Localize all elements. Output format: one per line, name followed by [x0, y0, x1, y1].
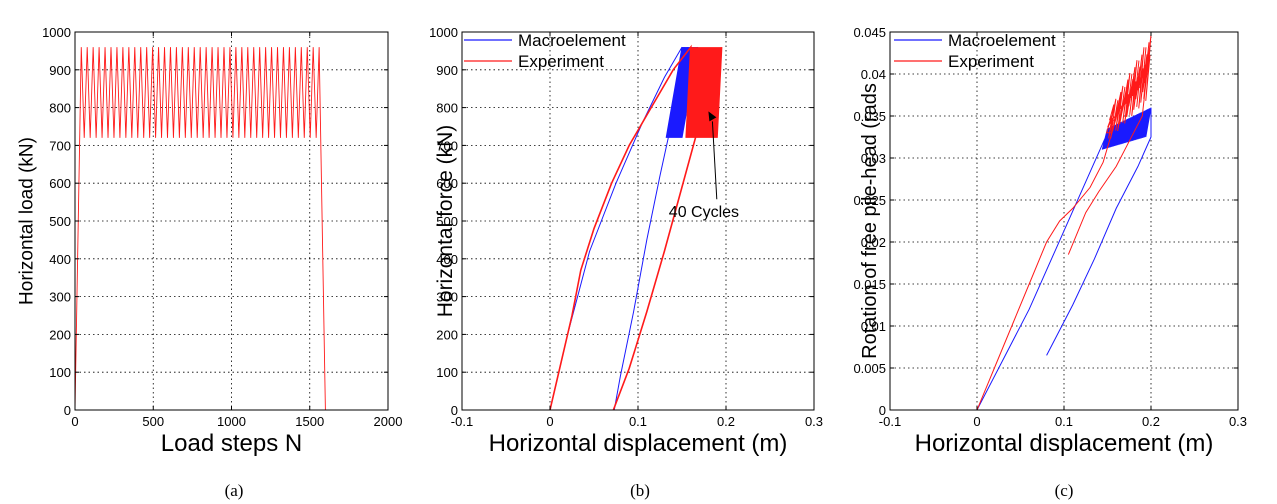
series-group [75, 47, 326, 410]
y-tick-label: 800 [49, 101, 71, 116]
x-tick-label: -0.1 [879, 414, 901, 429]
y-tick-label: 0.02 [861, 235, 886, 250]
series-line-experiment [549, 44, 723, 410]
y-tick-label: 0.035 [853, 109, 886, 124]
y-tick-label: 0.03 [861, 151, 886, 166]
x-tick-label: 0.2 [717, 414, 735, 429]
y-tick-label: 900 [49, 63, 71, 78]
x-tick-label: 0.1 [629, 414, 647, 429]
y-tick-label: 0 [879, 403, 886, 418]
x-tick-label: 0.1 [1055, 414, 1073, 429]
y-tick-label: 0 [451, 403, 458, 418]
y-tick-label: 500 [436, 214, 458, 229]
annotation-arrowhead [708, 111, 717, 122]
panel-c: -0.1 0 0.1 0.2 0.300.0050.010.0150.020.0250.… [853, 25, 1247, 500]
legend: Macroelement Experiment [894, 31, 1056, 71]
series-group [976, 34, 1152, 410]
panel-caption: (b) [630, 481, 650, 500]
x-tick-label: 0.3 [1229, 414, 1247, 429]
x-tick-label: 0 [71, 414, 78, 429]
y-tick-label: 300 [49, 290, 71, 305]
y-tick-label: 100 [49, 365, 71, 380]
y-tick-label: 300 [436, 290, 458, 305]
y-tick-label: 0.005 [853, 361, 886, 376]
x-tick-label: 0 [546, 414, 553, 429]
panel-a: 0 500 1000 1500 2000 0 100 200 300 400 500 600 700 80… [16, 25, 402, 500]
y-axis-label: Horizontal force (kN) [434, 125, 457, 318]
annotation-arrow [711, 121, 718, 200]
y-tick-label: 900 [436, 63, 458, 78]
annotation: 40 Cycles [669, 111, 739, 221]
series-line-load [75, 47, 326, 410]
legend-label: Experiment [948, 52, 1034, 71]
series-line-macroelement [976, 107, 1152, 410]
legend-label: Experiment [518, 52, 604, 71]
x-tick-label: 1000 [217, 414, 246, 429]
y-tick-label: 0 [64, 403, 71, 418]
legend-label: Macroelement [518, 31, 626, 50]
y-axis-label: Horizontal load (kN) [16, 137, 37, 305]
y-tick-label: 400 [49, 252, 71, 267]
y-tick-label: 500 [49, 214, 71, 229]
panel-b: -0.1 0 0.1 0.2 0.301002003004005006007008009… [429, 25, 823, 500]
y-tick-label: 200 [436, 327, 458, 342]
x-tick-label: -0.1 [451, 414, 473, 429]
x-tick-label: 0.2 [1142, 414, 1160, 429]
panel-caption: (a) [225, 481, 244, 500]
x-tick-label: 1500 [295, 414, 324, 429]
y-tick-label: 0.015 [853, 277, 886, 292]
y-tick-label: 800 [436, 101, 458, 116]
x-axis-label: Horizontal displacement (m) [915, 430, 1214, 457]
series-line-macroelement [549, 46, 699, 410]
y-tick-label: 1000 [429, 25, 458, 40]
y-tick-label: 0.025 [853, 193, 886, 208]
y-tick-label: 1000 [42, 25, 71, 40]
y-axis-label: Rotation of free pile-head (rads [859, 83, 881, 359]
legend-label: Macroelement [948, 31, 1056, 50]
y-tick-label: 0.045 [853, 25, 886, 40]
series-line-experiment [976, 34, 1152, 410]
x-axis-label: Load steps N [161, 430, 302, 457]
x-tick-label: 2000 [374, 414, 403, 429]
y-tick-label: 400 [436, 252, 458, 267]
annotation-label: 40 Cycles [669, 204, 739, 221]
y-tick-label: 100 [436, 365, 458, 380]
x-tick-label: 0.3 [805, 414, 823, 429]
y-tick-label: 700 [49, 138, 71, 153]
y-tick-label: 600 [436, 176, 458, 191]
y-tick-label: 0.01 [861, 319, 886, 334]
y-tick-label: 0.04 [861, 67, 886, 82]
grid-lines [890, 32, 1238, 410]
x-axis-label: Horizontal displacement (m) [489, 430, 788, 457]
x-tick-label: 0 [973, 414, 980, 429]
y-tick-label: 600 [49, 176, 71, 191]
grid-lines [462, 32, 814, 410]
y-tick-label: 200 [49, 327, 71, 342]
panel-caption: (c) [1055, 481, 1074, 500]
y-tick-label: 700 [436, 138, 458, 153]
x-tick-label: 500 [142, 414, 164, 429]
series-group [549, 44, 723, 410]
legend: Macroelement Experiment [464, 31, 626, 71]
